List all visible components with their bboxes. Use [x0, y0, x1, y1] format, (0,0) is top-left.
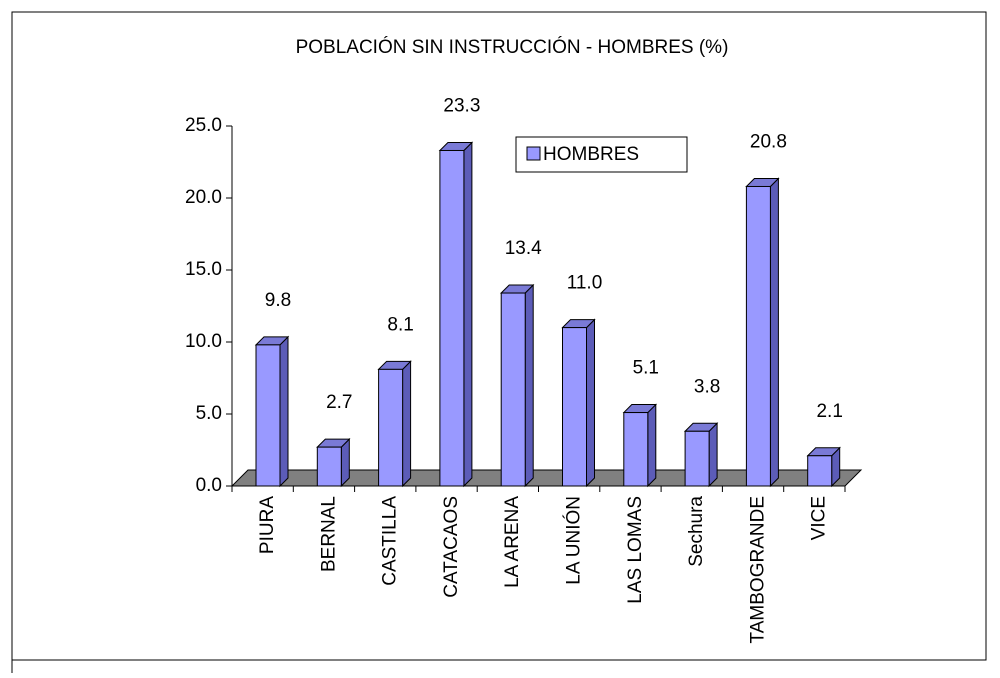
bar-side [708, 422, 718, 488]
x-tick-label: PIURA [257, 496, 278, 554]
y-tick-label: 10.0 [185, 331, 222, 352]
x-tick-label: TAMBOGRANDE [747, 496, 768, 643]
x-tick-label: LA UNIÓN [563, 496, 585, 585]
bar [439, 149, 465, 487]
data-label: 11.0 [567, 273, 603, 294]
data-label: 20.8 [750, 131, 787, 152]
bar [316, 446, 342, 487]
bar [745, 185, 771, 487]
bar [378, 368, 404, 487]
bar-side [524, 283, 534, 488]
x-tick-label: CASTILLA [380, 496, 401, 586]
y-tick-label: 20.0 [185, 187, 222, 208]
bar [807, 455, 833, 487]
data-label: 5.1 [633, 358, 659, 379]
y-tick-label: 5.0 [196, 403, 222, 424]
legend-box [515, 136, 688, 173]
data-label: 23.3 [443, 95, 480, 116]
bar-side [279, 335, 289, 488]
legend-label: HOMBRES [543, 144, 639, 165]
x-tick-label: Sechura [686, 496, 707, 567]
x-tick-label: BERNAL [318, 496, 339, 572]
bar [255, 344, 281, 487]
x-tick-label: VICE [809, 496, 830, 540]
data-label: 2.7 [326, 392, 352, 413]
data-label: 9.8 [265, 290, 291, 311]
bar [684, 430, 710, 487]
y-tick-label: 25.0 [185, 115, 222, 136]
bar-side [647, 403, 657, 488]
data-label: 13.4 [505, 238, 542, 259]
data-label: 3.8 [694, 376, 720, 397]
chart-title: POBLACIÓN SIN INSTRUCCIÓN - HOMBRES (%) [296, 36, 729, 58]
bar [623, 412, 649, 487]
x-tick-label: CATACAOS [441, 496, 462, 598]
y-tick-label: 15.0 [185, 259, 222, 280]
legend-swatch [526, 146, 541, 161]
y-tick-label: 0.0 [196, 475, 222, 496]
bar [562, 327, 587, 487]
bar-side [402, 360, 412, 488]
x-tick-label: LA ARENA [502, 496, 523, 588]
bar-side [586, 318, 595, 488]
bar-side [463, 141, 473, 488]
data-label: 2.1 [816, 401, 842, 422]
chart-frame [11, 11, 987, 661]
bar-side [769, 177, 779, 488]
x-tick-label: LAS LOMAS [625, 496, 646, 604]
bar [500, 292, 526, 487]
data-label: 8.1 [387, 314, 413, 335]
